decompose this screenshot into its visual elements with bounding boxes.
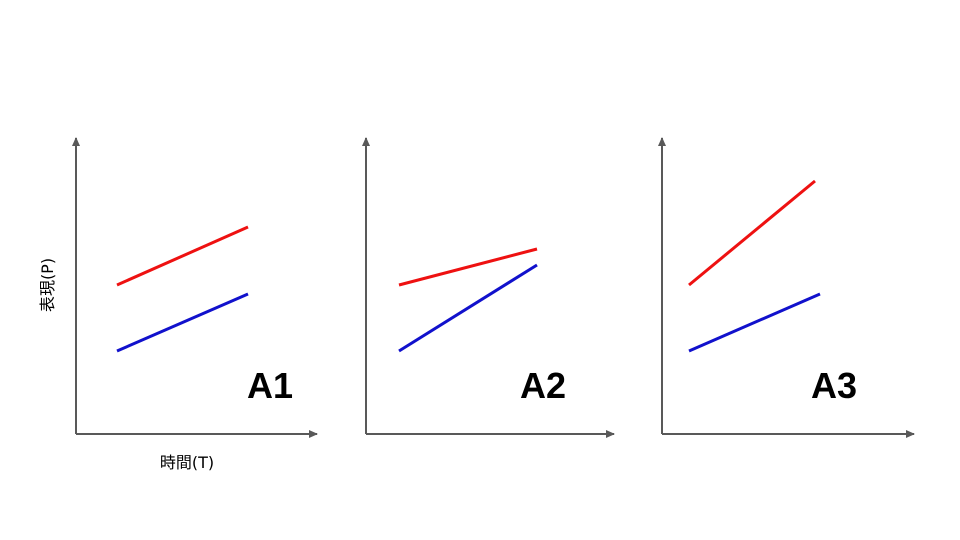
panel-label: A2 xyxy=(520,365,566,406)
blue-line xyxy=(116,292,249,353)
y-axis-label: 表現(P) xyxy=(38,258,57,312)
red-line xyxy=(688,179,816,287)
red-line xyxy=(398,247,538,287)
x-axis-label: 時間(T) xyxy=(160,453,214,472)
panel-label: A3 xyxy=(811,365,857,406)
panel: A2 xyxy=(362,137,615,438)
blue-line xyxy=(398,263,538,353)
panel-label: A1 xyxy=(247,365,293,406)
panel: A3 xyxy=(658,137,915,438)
blue-line xyxy=(688,292,821,353)
panel: A1 xyxy=(72,137,318,438)
red-line xyxy=(116,225,249,287)
